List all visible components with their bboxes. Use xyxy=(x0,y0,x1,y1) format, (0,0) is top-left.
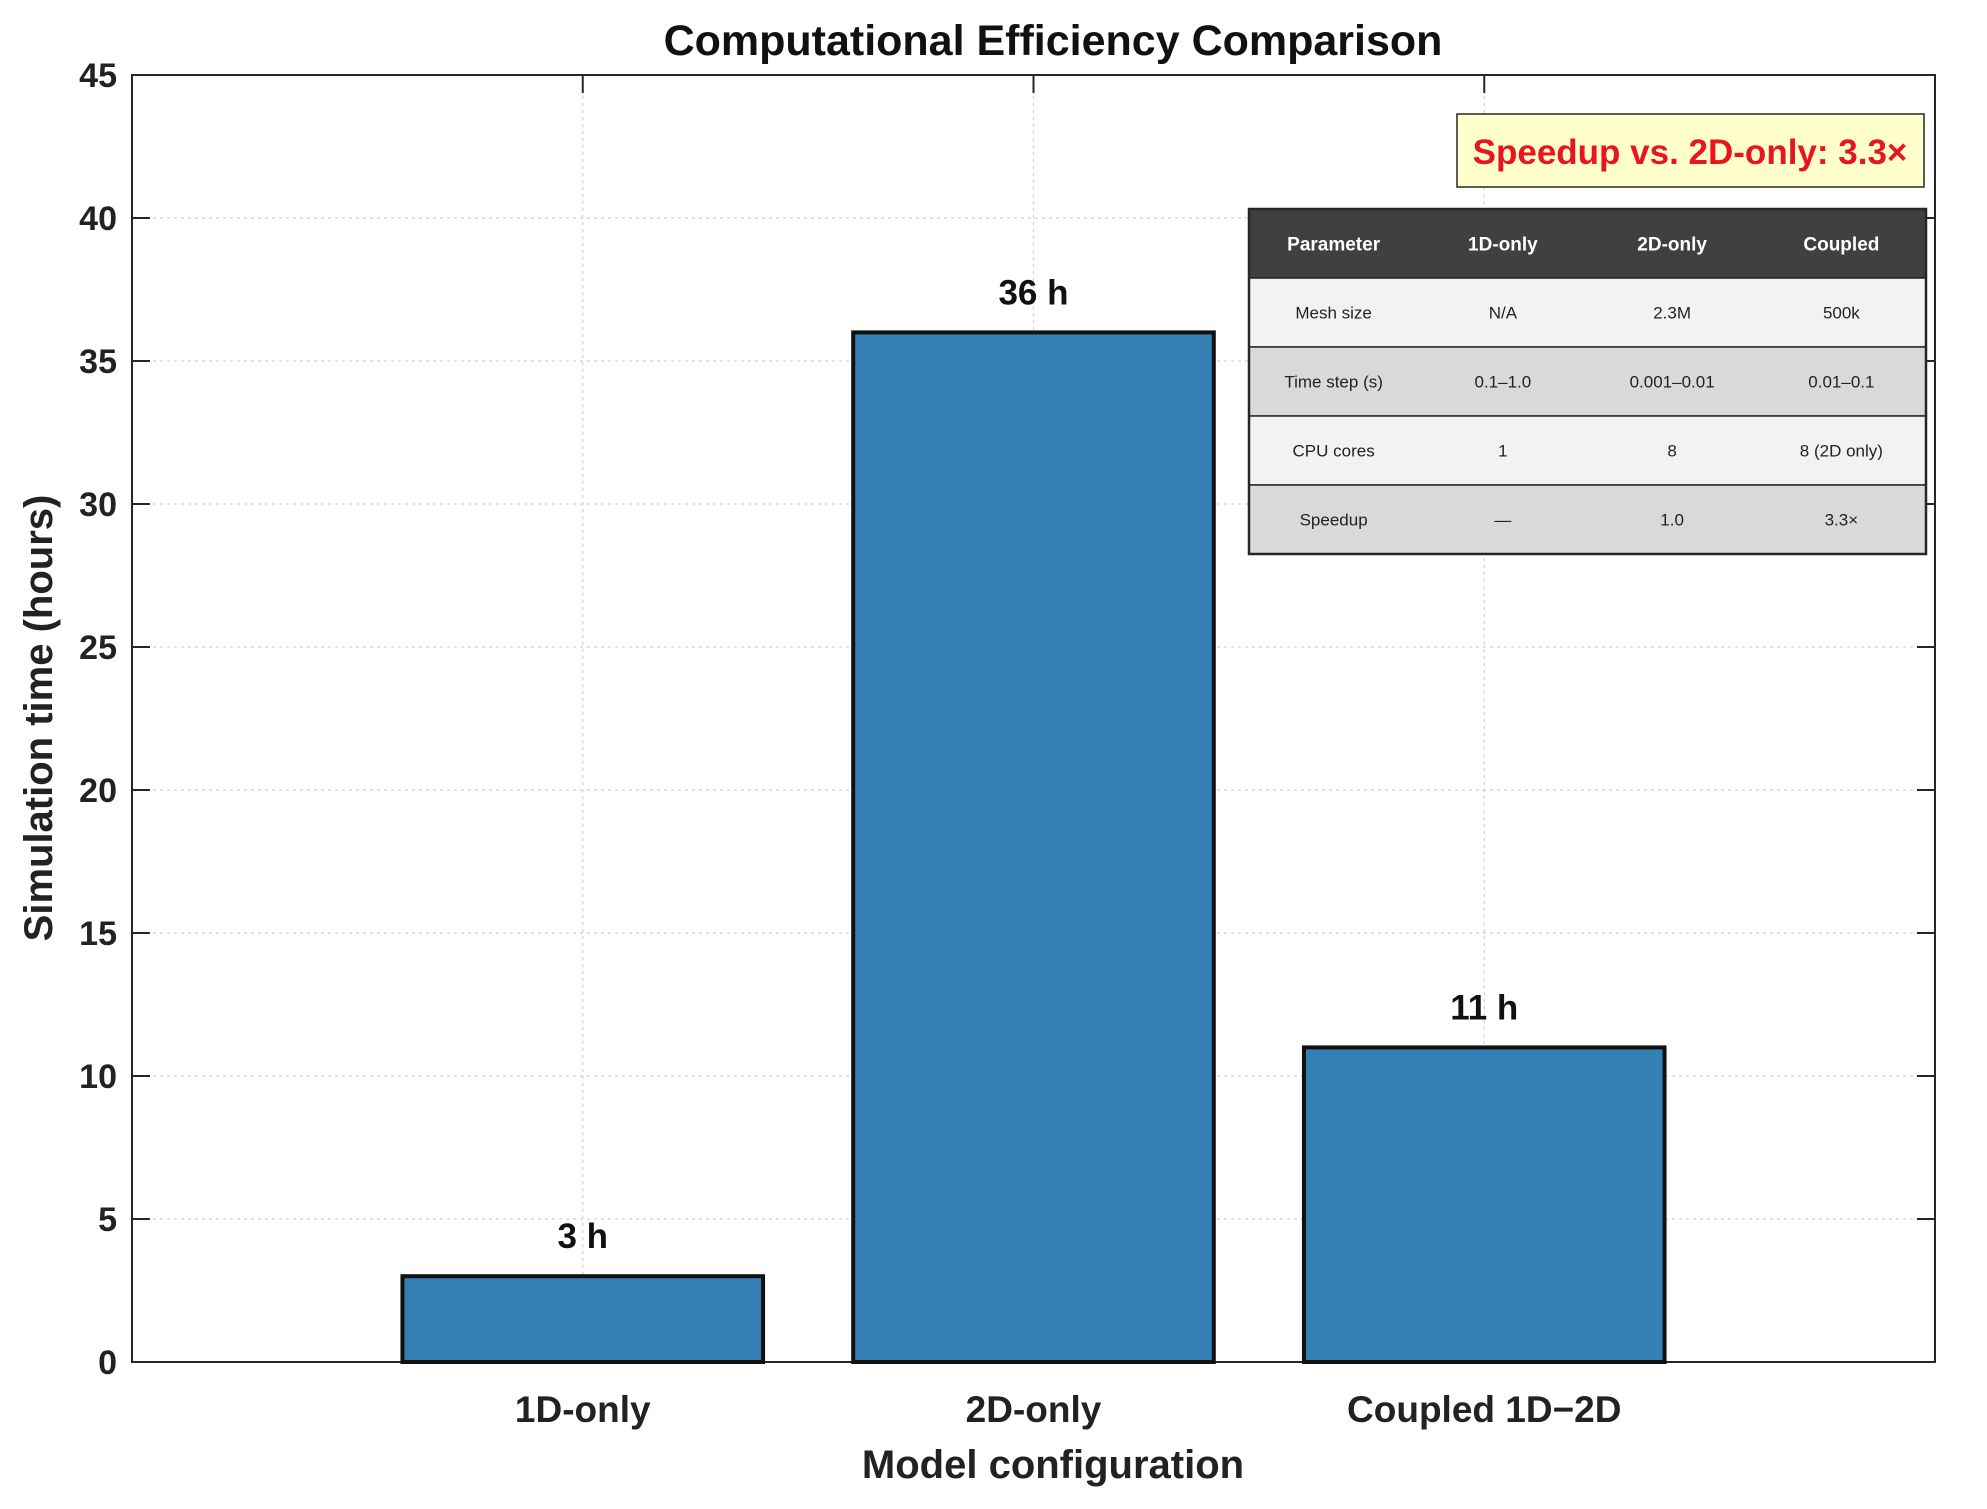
y-tick-label: 5 xyxy=(98,1201,117,1239)
y-tick-label: 40 xyxy=(79,200,117,238)
annotation-text: Speedup vs. 2D-only: 3.3× xyxy=(1473,133,1908,172)
data-label: 36 h xyxy=(998,273,1068,312)
table-border xyxy=(1247,207,1928,556)
table-cell: 3.3× xyxy=(1825,511,1859,530)
table-cell: 0.01–0.1 xyxy=(1808,373,1874,392)
table-cell: 1 xyxy=(1498,442,1507,461)
y-tick-label: 0 xyxy=(98,1344,117,1382)
table-cell: — xyxy=(1494,511,1511,530)
table-header-cell: Coupled xyxy=(1803,235,1879,256)
table-cell: 500k xyxy=(1823,304,1860,323)
table-header-cell: 2D-only xyxy=(1637,235,1707,256)
table-header-row xyxy=(1248,208,1927,279)
table-cell: Time step (s) xyxy=(1284,373,1383,392)
table-header-cell: 1D-only xyxy=(1468,235,1538,256)
table-cell: 0.001–0.01 xyxy=(1630,373,1715,392)
table-cell: 1.0 xyxy=(1660,511,1684,530)
table-row xyxy=(1248,277,1927,348)
bars xyxy=(400,330,1667,1365)
table-header-cell: Parameter xyxy=(1287,235,1381,256)
y-tick-label: 15 xyxy=(79,915,117,953)
table-cell: 0.1–1.0 xyxy=(1475,373,1532,392)
chart-title: Computational Efficiency Comparison xyxy=(664,17,1443,65)
table-row xyxy=(1248,346,1927,417)
table-cell: 8 xyxy=(1667,442,1676,461)
x-tick-label: Coupled 1D−2D xyxy=(1347,1389,1621,1430)
y-axis-label: Simulation time (hours) xyxy=(17,495,61,942)
parameter-table: Parameter 1D-only 2D-only Coupled Mesh size N… xyxy=(1247,207,1928,556)
table-row xyxy=(1248,484,1927,555)
bar xyxy=(851,330,1216,1364)
table-cell: 8 (2D only) xyxy=(1800,442,1883,461)
data-label: 11 h xyxy=(1450,988,1518,1027)
bar xyxy=(1301,1045,1667,1365)
table-cell: 2.3M xyxy=(1653,304,1691,323)
y-tick-label: 25 xyxy=(79,629,117,667)
x-tick-labels: 1D-only 2D-only Coupled 1D−2D xyxy=(515,1389,1622,1430)
y-tick-label: 10 xyxy=(79,1058,117,1096)
x-tick-label: 1D-only xyxy=(515,1389,651,1430)
y-tick-labels: 0 5 10 15 20 25 30 35 40 45 xyxy=(79,57,117,1382)
speedup-annotation: Speedup vs. 2D-only: 3.3× xyxy=(1456,113,1925,188)
y-tick-label: 35 xyxy=(79,343,117,381)
table-cell: CPU cores xyxy=(1293,442,1375,461)
y-tick-label: 20 xyxy=(79,772,117,810)
data-label: 3 h xyxy=(557,1217,608,1256)
x-tick-label: 2D-only xyxy=(966,1389,1102,1430)
data-labels: 3 h 36 h 11 h xyxy=(557,273,1518,1256)
table-cell: Mesh size xyxy=(1295,304,1372,323)
table-cell: Speedup xyxy=(1300,511,1368,530)
y-tick-label: 30 xyxy=(79,486,117,524)
bar xyxy=(400,1274,766,1364)
y-tick-label: 45 xyxy=(79,57,117,95)
table-row xyxy=(1248,415,1927,486)
table-cell: N/A xyxy=(1489,304,1518,323)
annotation-box xyxy=(1456,113,1925,188)
x-axis-label: Model configuration xyxy=(862,1443,1244,1487)
